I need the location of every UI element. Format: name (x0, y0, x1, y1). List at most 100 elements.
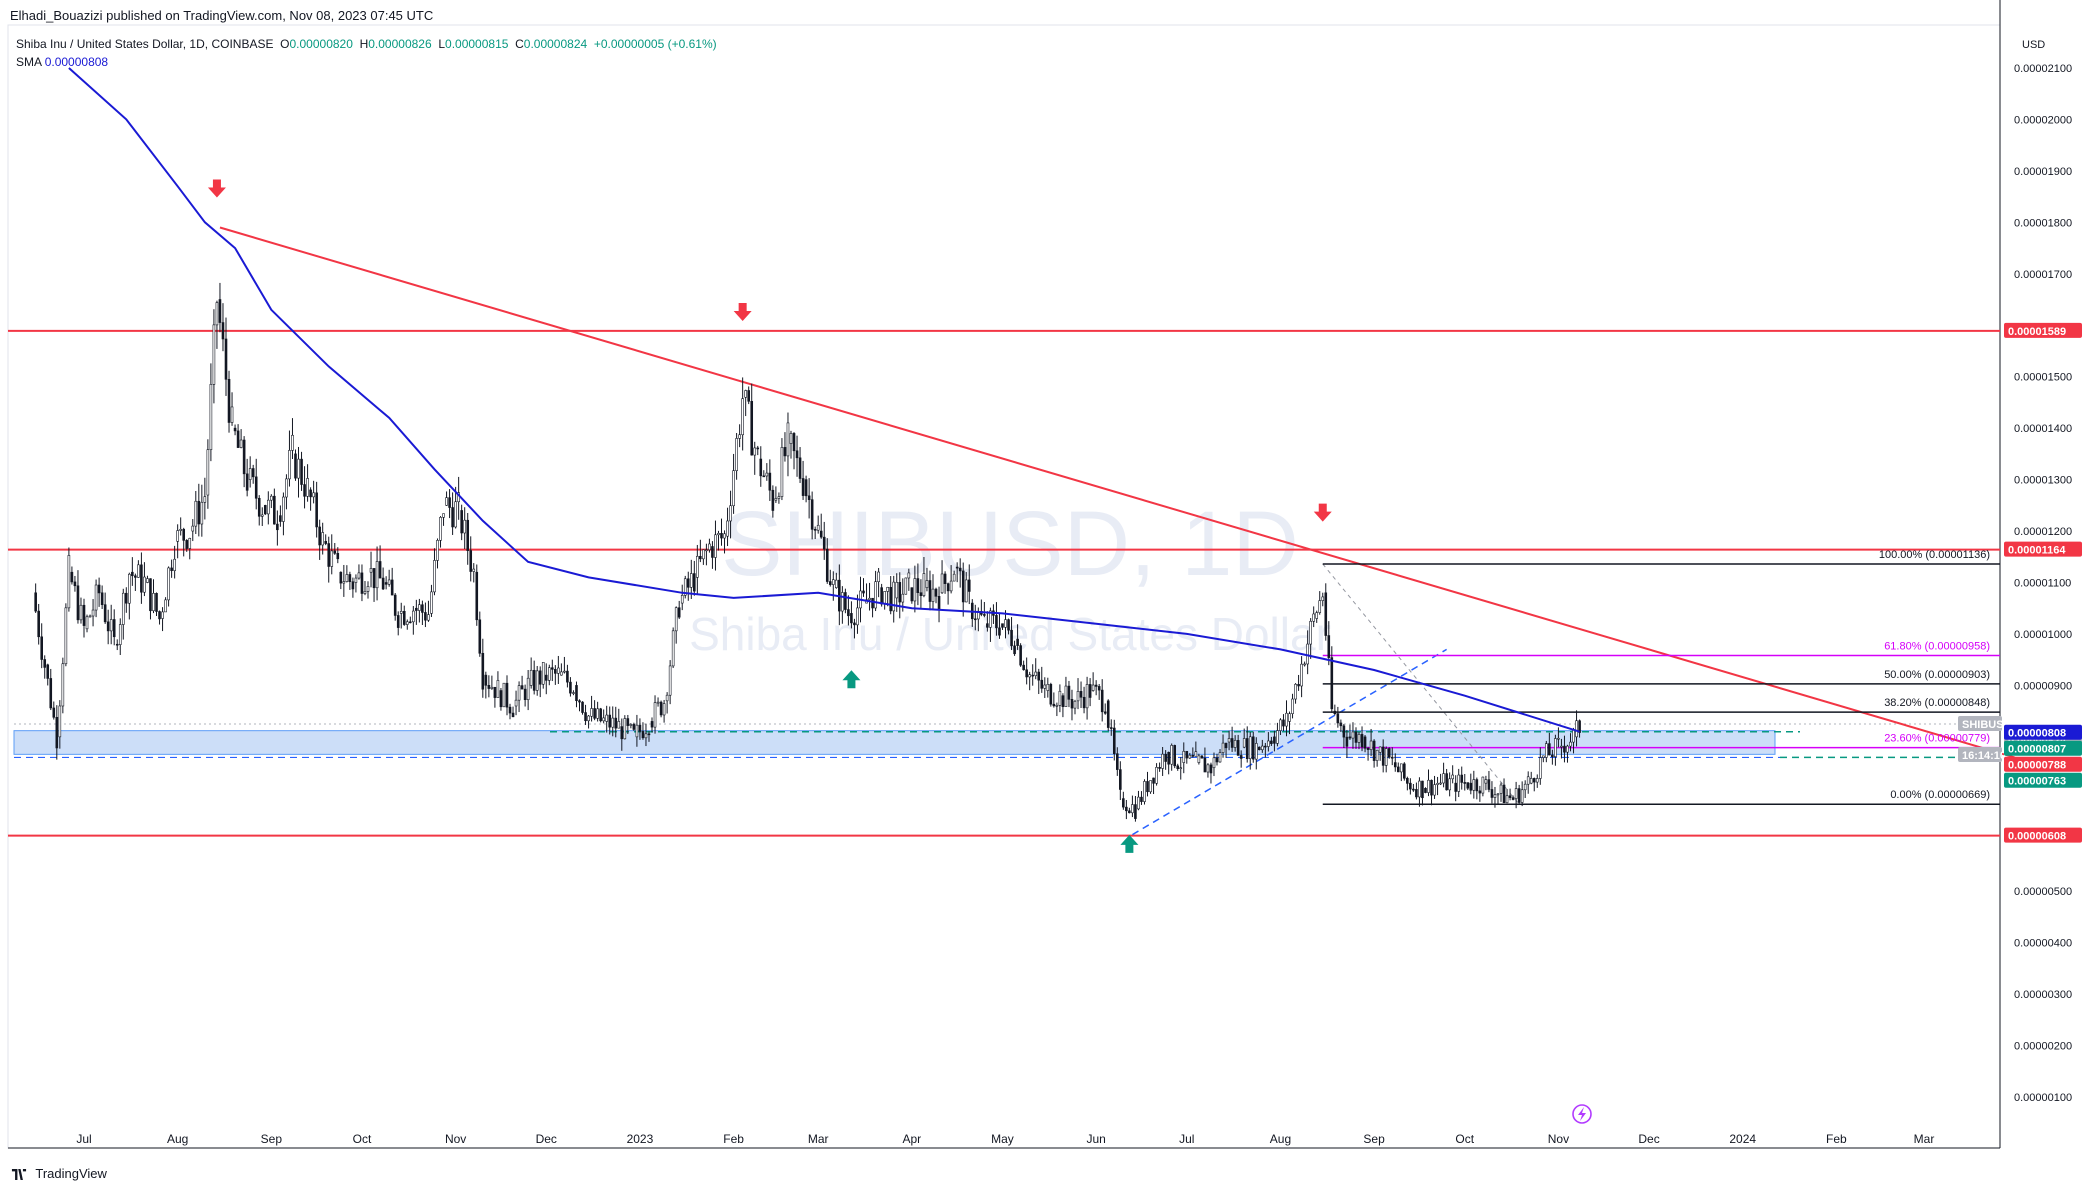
candle-body (164, 599, 167, 613)
candle-body (134, 575, 137, 578)
candle-body (1152, 777, 1155, 784)
candle-body (490, 686, 494, 689)
y-tick-label: 0.00001400 (2014, 423, 2072, 435)
candle-body (683, 578, 687, 596)
candle-body (708, 543, 711, 551)
candle-body (1532, 778, 1536, 783)
candle-body (1055, 705, 1059, 707)
candle-body (925, 580, 929, 588)
candle-body (1315, 612, 1319, 619)
candle-body (315, 492, 318, 528)
candle-body (1261, 745, 1264, 751)
candle-body (1248, 736, 1252, 759)
price-tag-label: 16:14:10 (1962, 750, 2006, 762)
candle-body (1406, 777, 1409, 784)
candle-body (913, 578, 917, 602)
candle-body (584, 712, 587, 722)
candle-body (1140, 796, 1143, 802)
candle-body (1520, 789, 1524, 803)
candle-body (79, 604, 83, 621)
rising-trendline (1132, 648, 1448, 836)
candle-body (124, 592, 128, 604)
candle-body (100, 592, 104, 605)
x-tick-label: Apr (903, 1132, 922, 1146)
candle-body (810, 499, 814, 530)
open-value: 0.00000820 (289, 37, 353, 51)
candle-body (137, 564, 140, 578)
candle-body (850, 613, 853, 624)
candle-body (1267, 740, 1270, 747)
candle-body (1312, 613, 1315, 622)
candle-body (1439, 782, 1442, 785)
candle-body (1239, 755, 1243, 759)
legend-symbol[interactable]: Shiba Inu / United States Dollar, 1D, CO… (16, 37, 274, 51)
candle-body (1100, 689, 1104, 713)
candle-body (1134, 804, 1137, 819)
candle-body (1025, 669, 1028, 678)
candle-body (898, 582, 902, 603)
candle-body (1049, 684, 1053, 705)
candle-body (696, 555, 699, 578)
y-tick-label: 0.00001700 (2014, 269, 2072, 281)
candle-body (121, 592, 125, 625)
candle-body (656, 701, 660, 704)
candle-body (52, 707, 56, 718)
candle-body (514, 699, 518, 707)
candle-body (227, 378, 231, 423)
candle-body (693, 573, 696, 592)
candles (34, 282, 1581, 822)
candle-body (986, 623, 989, 628)
candle-body (152, 593, 155, 612)
candle-body (828, 581, 832, 585)
candle-body (1545, 743, 1548, 758)
candle-body (1285, 712, 1288, 727)
candle-body (263, 505, 267, 515)
y-tick-label: 0.00001500 (2014, 372, 2072, 384)
candle-body (1236, 740, 1240, 756)
candle-body (789, 433, 793, 444)
candle-body (756, 447, 760, 450)
candle-body (1460, 774, 1464, 783)
candle-body (155, 593, 158, 612)
y-tick-label: 0.00000100 (2014, 1092, 2072, 1104)
candle-body (499, 690, 503, 708)
price-tag (2004, 724, 2082, 740)
candle-body (844, 592, 847, 610)
candle-body (128, 573, 131, 604)
candle-body (306, 478, 309, 497)
candle-body (1224, 742, 1228, 749)
candle-body (575, 685, 578, 701)
down-arrow-icon (207, 179, 226, 198)
candle-body (1303, 663, 1306, 666)
candle-body (895, 582, 899, 599)
candle-body (1167, 751, 1170, 765)
candle-body (1185, 750, 1189, 759)
price-tag (2004, 322, 2082, 338)
candle-body (451, 507, 454, 528)
price-tag (2004, 827, 2082, 843)
candle-body (729, 505, 732, 522)
candle-body (544, 674, 548, 681)
candle-body (245, 473, 249, 491)
candle-body (563, 670, 566, 673)
candle-body (1421, 780, 1424, 799)
sma-label[interactable]: SMA (16, 55, 42, 69)
candle-body (1170, 745, 1173, 765)
candle-body (1542, 755, 1545, 758)
candle-body (702, 549, 705, 560)
candle-body (841, 592, 844, 612)
candle-body (279, 515, 282, 522)
candle-body (717, 533, 720, 536)
candle-body (360, 572, 364, 594)
candle-body (254, 476, 258, 499)
candle-body (37, 610, 40, 638)
candle-body (97, 584, 101, 594)
candle-body (523, 688, 527, 701)
candle-body (233, 427, 237, 432)
candle-body (230, 406, 234, 423)
change-value: +0.00000005 (+0.61%) (593, 37, 717, 51)
candle-body (475, 571, 479, 621)
candle-body (445, 497, 448, 506)
candle-body (520, 685, 524, 690)
